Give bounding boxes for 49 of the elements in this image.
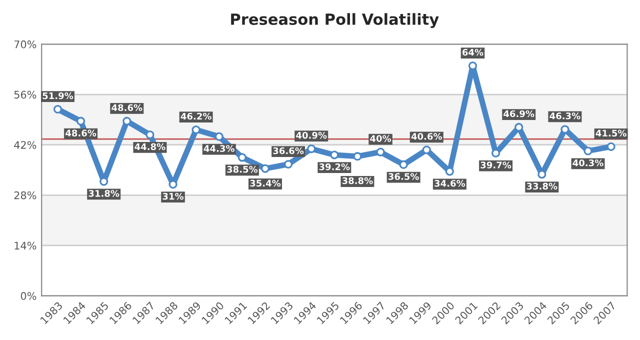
data-label: 34.6% [434,180,466,187]
data-label: 31.8% [88,190,120,197]
point [606,142,616,151]
data-label: 31% [162,192,184,200]
data-label: 39.2% [319,163,350,170]
point [376,148,385,156]
point [422,146,431,154]
point [192,125,200,134]
data-label: 44.8% [134,143,166,150]
y-tick-label: 0% [20,292,36,300]
point [584,146,592,156]
data-label: 46.2% [180,112,212,120]
y-tick-label: 28% [14,191,36,200]
data-label: 35.4% [250,180,281,187]
data-label: 38.8% [342,177,373,184]
data-label: 46.9% [504,110,534,118]
data-label: 46.3% [550,112,580,120]
data-label: 40.6% [411,132,442,140]
point [260,164,270,173]
y-tick-label: 70% [14,40,36,48]
point [307,144,316,154]
point [399,160,408,169]
data-label: 40.9% [296,132,327,139]
data-label: 64% [462,48,484,56]
data-label: 48.6% [66,130,96,136]
point [214,132,224,141]
y-tick-label: 56% [14,90,36,99]
y-tick-label: 14% [14,242,36,250]
data-label: 44.3% [204,145,234,152]
y-tick-label: 42% [14,141,36,149]
point [76,116,86,126]
data-label: 36.5% [388,173,419,180]
point [284,160,293,169]
point [353,152,362,161]
chart-title: Preseason Poll Volatility [231,13,439,28]
data-label: 41.5% [596,130,626,137]
data-label: 40.3% [572,159,604,166]
data-label: 33.8% [526,182,558,190]
point [146,130,154,140]
data-label: 36.6% [273,147,304,154]
point [122,116,132,126]
data-label: 48.6% [112,104,142,112]
data-label: 39.7% [480,162,512,168]
point [53,104,62,114]
data-label: 40% [370,135,392,142]
data-label: 51.9% [42,92,74,100]
data-label: 38.5% [227,166,258,173]
point [330,150,339,160]
point [238,153,246,162]
